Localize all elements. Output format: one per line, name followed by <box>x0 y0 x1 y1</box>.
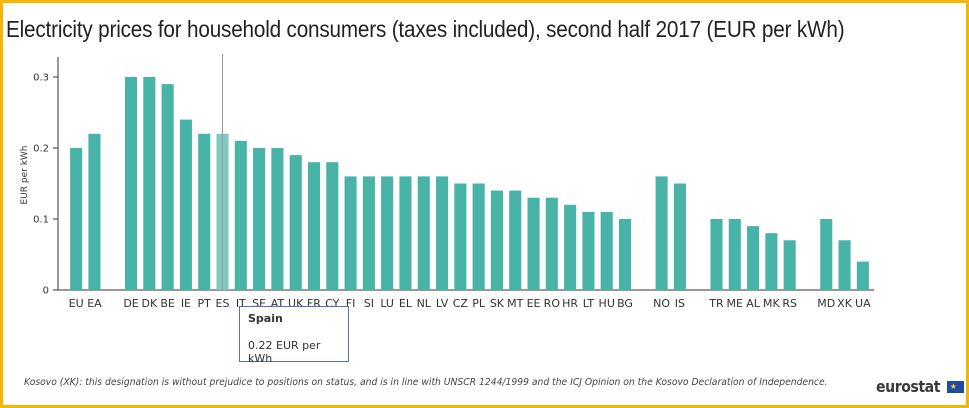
bar-pt[interactable] <box>198 133 211 290</box>
bar-ie[interactable] <box>179 119 192 290</box>
x-tick-label: MD <box>817 297 835 310</box>
bar-se[interactable] <box>253 148 266 290</box>
footnote: Kosovo (XK): this designation is without… <box>24 377 828 388</box>
bar-dk[interactable] <box>143 77 156 290</box>
bar-fi[interactable] <box>344 176 357 290</box>
bar-me[interactable] <box>728 219 741 290</box>
bar-cz[interactable] <box>454 183 467 291</box>
x-tick-label: EA <box>87 297 102 310</box>
bar-fr[interactable] <box>307 162 321 290</box>
bar-sk[interactable] <box>490 190 503 290</box>
x-tick-label: DE <box>123 297 138 310</box>
bar-bg[interactable] <box>618 219 632 290</box>
bar-rs[interactable] <box>783 240 796 290</box>
bar-hr[interactable] <box>564 204 577 290</box>
eurostat-logo[interactable]: eurostat ★ <box>876 377 964 396</box>
y-axis-label: EUR per kWh <box>20 145 30 204</box>
x-tick-label: ME <box>727 297 743 310</box>
bar-ro[interactable] <box>545 197 558 290</box>
x-tick-label: AL <box>746 297 761 310</box>
x-tick-label: ES <box>216 297 230 310</box>
x-tick-label: BE <box>160 297 175 310</box>
bar-hu[interactable] <box>600 211 613 290</box>
bar-lv[interactable] <box>436 176 449 290</box>
x-tick-label: IT <box>236 297 246 310</box>
x-tick-label: RO <box>544 297 561 310</box>
bar-mk[interactable] <box>765 233 778 290</box>
bar-at[interactable] <box>271 148 284 290</box>
x-tick-label: XK <box>837 297 853 310</box>
x-tick-label: LV <box>436 297 449 310</box>
x-tick-label: CZ <box>453 297 469 310</box>
bar-al[interactable] <box>747 226 760 290</box>
x-tick-label: HR <box>562 297 578 310</box>
x-tick-label: DK <box>141 297 157 310</box>
bar-eu[interactable] <box>70 148 83 290</box>
bar-xk[interactable] <box>838 240 851 290</box>
x-tick-label: EE <box>527 297 541 310</box>
x-tick-label: IS <box>675 297 685 310</box>
x-tick-label: RS <box>782 297 797 310</box>
y-tick-label: 0 <box>43 286 49 297</box>
bar-cy[interactable] <box>326 162 339 290</box>
x-tick-label: HU <box>599 297 615 310</box>
bar-nl[interactable] <box>417 176 430 290</box>
bar-mt[interactable] <box>509 190 522 290</box>
x-axis-labels: EU EA DE DK BE IE PT ES IT SE AT UK FR CY FI SI LU EL NL LV… <box>69 297 871 310</box>
bars <box>70 77 869 290</box>
x-tick-label: MT <box>507 297 523 310</box>
eu-flag-icon: ★ <box>946 380 964 393</box>
x-tick-label: NO <box>653 297 670 310</box>
tooltip-name: Spain <box>248 312 283 325</box>
bar-no[interactable] <box>655 176 668 290</box>
bar-md[interactable] <box>820 219 833 290</box>
tooltip: Spain 0.22 EUR per kWh <box>239 306 349 365</box>
tooltip-value: 0.22 EUR per kWh <box>248 339 321 365</box>
bar-ua[interactable] <box>856 261 869 290</box>
bar-si[interactable] <box>362 176 375 290</box>
x-tick-label: EL <box>399 297 413 310</box>
bar-lt[interactable] <box>582 211 595 290</box>
y-tick-label: 0.1 <box>33 215 49 226</box>
chart-title: Electricity prices for household consume… <box>6 16 845 42</box>
logo-text: eurostat <box>876 377 941 396</box>
bar-de[interactable] <box>125 77 138 290</box>
x-tick-label: NL <box>417 297 432 310</box>
x-tick-label: PL <box>472 297 486 310</box>
bar-lu[interactable] <box>381 176 394 290</box>
x-tick-label: SK <box>490 297 505 310</box>
x-tick-label: PT <box>198 297 212 310</box>
bar-ea[interactable] <box>88 133 101 290</box>
bar-is[interactable] <box>673 183 686 291</box>
bar-be[interactable] <box>161 84 174 290</box>
bar-ee[interactable] <box>527 197 540 290</box>
bar-it[interactable] <box>234 140 247 290</box>
x-tick-label: UA <box>855 297 871 310</box>
bar-pl[interactable] <box>472 183 485 291</box>
x-tick-label: TR <box>708 297 724 310</box>
y-tick-label: 0.3 <box>33 73 49 84</box>
bar-el[interactable] <box>399 176 412 290</box>
bar-tr[interactable] <box>710 219 723 290</box>
x-tick-label: SI <box>364 297 374 310</box>
y-tick-label: 0.2 <box>33 144 49 155</box>
x-tick-label: BG <box>617 297 633 310</box>
x-tick-label: EU <box>69 297 84 310</box>
x-tick-label: FI <box>346 297 356 310</box>
x-tick-label: LU <box>380 297 394 310</box>
bar-uk[interactable] <box>289 155 302 290</box>
x-tick-label: MK <box>763 297 780 310</box>
x-tick-label: LT <box>583 297 595 310</box>
x-tick-label: IE <box>181 297 191 310</box>
